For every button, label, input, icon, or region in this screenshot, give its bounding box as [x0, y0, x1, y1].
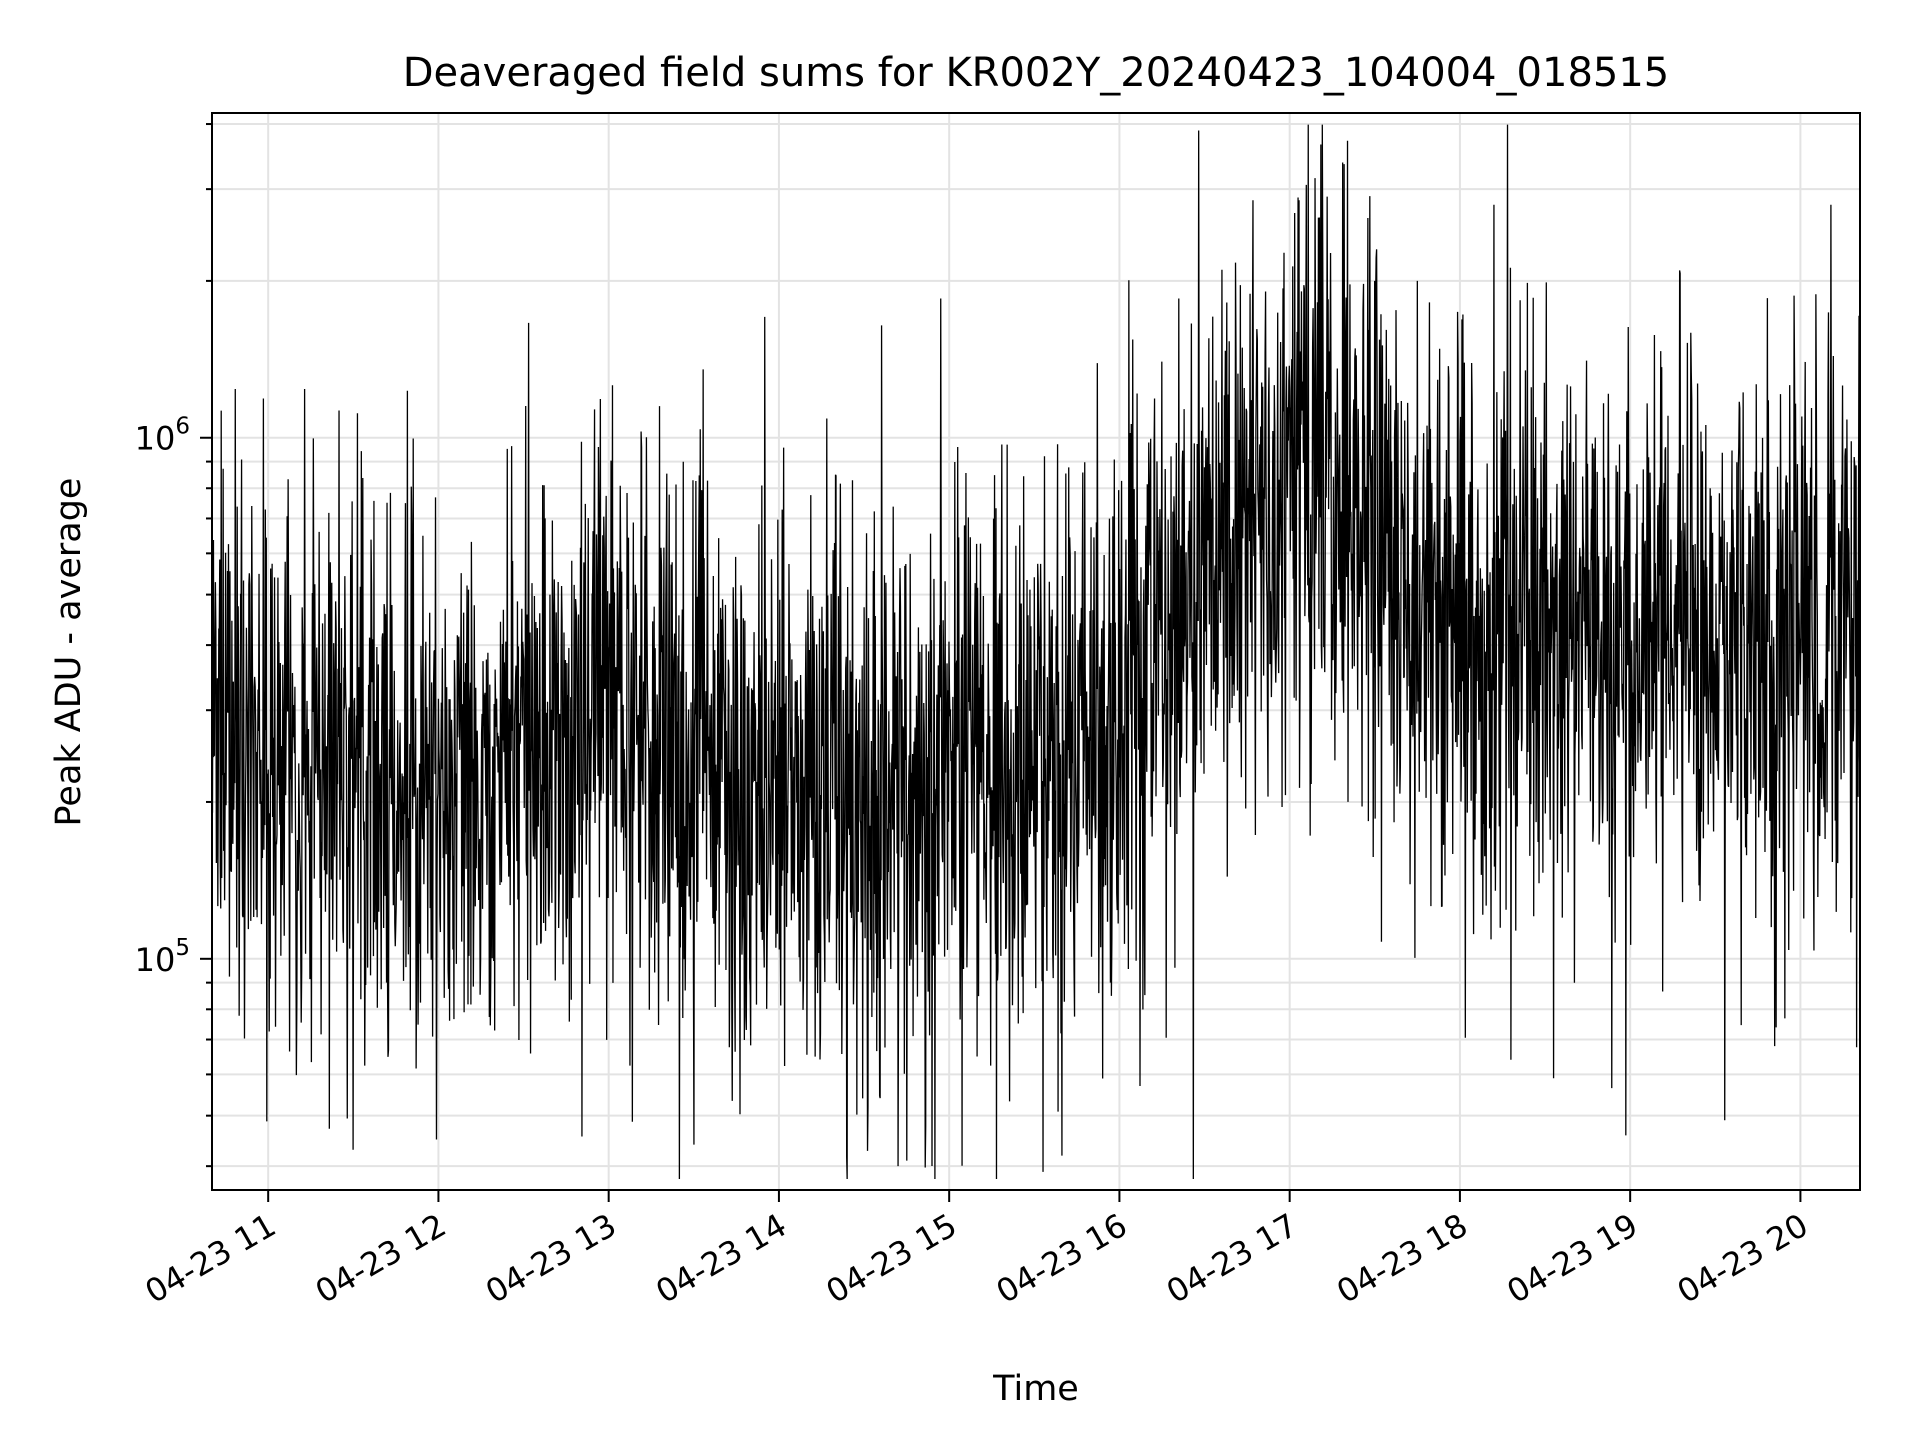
series-line [211, 124, 1861, 1179]
chart-title: Deaveraged field sums for KR002Y_2024042… [403, 50, 1670, 96]
series-layer [211, 124, 1861, 1179]
x-axis-label: Time [992, 1369, 1079, 1409]
y-axis-label: Peak ADU - average [49, 478, 89, 827]
y-tick-label: 106 [135, 414, 190, 458]
plot-frame [211, 112, 1861, 1191]
y-tick-label: 105 [135, 935, 190, 979]
